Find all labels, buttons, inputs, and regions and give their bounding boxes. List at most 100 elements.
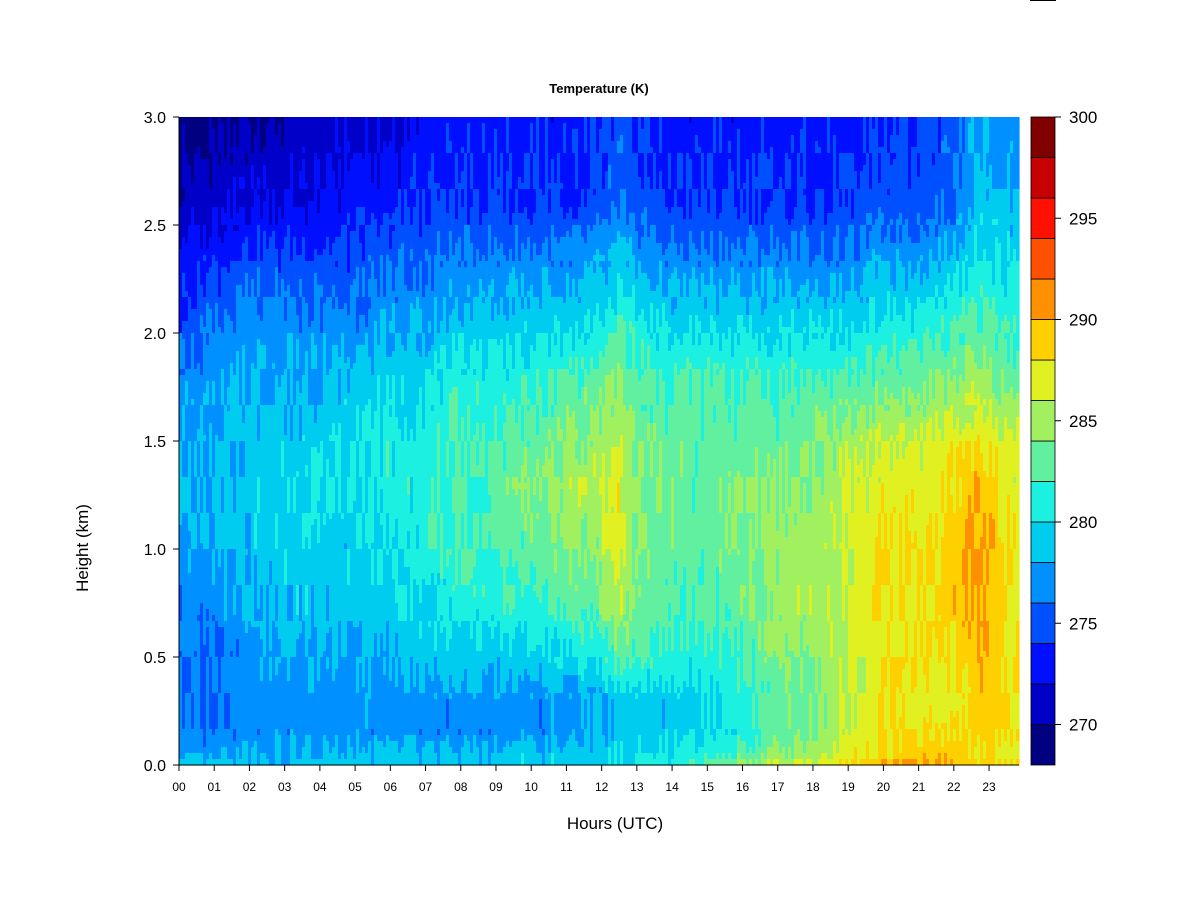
heatmap-cell xyxy=(683,159,687,166)
heatmap-cell xyxy=(632,135,636,142)
heatmap-cell xyxy=(764,147,768,154)
heatmap-cell xyxy=(350,123,354,130)
heatmap-cell xyxy=(743,147,747,154)
heatmap-cell xyxy=(254,141,258,148)
heatmap-cell xyxy=(716,129,720,136)
heatmap-cell xyxy=(722,141,726,148)
heatmap-cell xyxy=(380,123,384,130)
heatmap-cell xyxy=(779,123,783,130)
heatmap-cell xyxy=(377,117,381,124)
heatmap-cell xyxy=(431,117,435,124)
heatmap-cell xyxy=(446,123,450,130)
heatmap-cell xyxy=(869,117,873,124)
heatmap-cell xyxy=(869,141,873,148)
heatmap-cell xyxy=(500,135,504,142)
heatmap-cell xyxy=(188,117,192,124)
heatmap-cell xyxy=(452,159,456,166)
heatmap-cell xyxy=(206,153,210,160)
heatmap-cell xyxy=(671,129,675,136)
heatmap-cell xyxy=(977,123,981,130)
heatmap-cell xyxy=(308,135,312,142)
heatmap-cell xyxy=(740,159,744,166)
heatmap-cell xyxy=(548,147,552,154)
heatmap-cell xyxy=(470,153,474,160)
heatmap-cell xyxy=(434,123,438,130)
heatmap-cell xyxy=(413,153,417,160)
heatmap-cell xyxy=(509,141,513,148)
heatmap-cell xyxy=(347,117,351,124)
heatmap-cell xyxy=(599,141,603,148)
heatmap-cell xyxy=(926,147,930,154)
heatmap-cell xyxy=(884,159,888,166)
heatmap-cell xyxy=(305,147,309,154)
heatmap-cell xyxy=(566,129,570,136)
heatmap-cell xyxy=(488,117,492,124)
heatmap-cell xyxy=(896,159,900,166)
heatmap-cell xyxy=(818,117,822,124)
heatmap-cell xyxy=(788,117,792,124)
heatmap-cell xyxy=(794,135,798,142)
heatmap-cell xyxy=(359,135,363,142)
heatmap-cell xyxy=(470,141,474,148)
heatmap-cell xyxy=(848,129,852,136)
heatmap-cell xyxy=(662,159,666,166)
heatmap-cell xyxy=(983,129,987,136)
heatmap-cell xyxy=(833,159,837,166)
heatmap-cell xyxy=(419,147,423,154)
heatmap-cell xyxy=(977,153,981,160)
heatmap-cell xyxy=(593,141,597,148)
heatmap-cell xyxy=(596,123,600,130)
heatmap-cell xyxy=(773,147,777,154)
heatmap-cell xyxy=(473,135,477,142)
heatmap-cell xyxy=(803,147,807,154)
heatmap-cell xyxy=(260,117,264,124)
heatmap-cell xyxy=(320,147,324,154)
heatmap-cell xyxy=(644,141,648,148)
heatmap-cell xyxy=(344,117,348,124)
heatmap-cell xyxy=(263,135,267,142)
heatmap-cell xyxy=(851,135,855,142)
heatmap-cell xyxy=(380,117,384,124)
heatmap-cell xyxy=(785,141,789,148)
heatmap-cell xyxy=(593,159,597,166)
heatmap-cell xyxy=(761,129,765,136)
heatmap-cell xyxy=(605,153,609,160)
heatmap-cell xyxy=(872,159,876,166)
heatmap-cell xyxy=(833,129,837,136)
heatmap-cell xyxy=(653,123,657,130)
heatmap-cell xyxy=(653,141,657,148)
heatmap-cell xyxy=(269,153,273,160)
heatmap-cell xyxy=(251,123,255,130)
heatmap-cell xyxy=(608,117,612,124)
heatmap-cell xyxy=(557,147,561,154)
heatmap-cell xyxy=(464,153,468,160)
heatmap-cell xyxy=(668,129,672,136)
heatmap-cell xyxy=(569,141,573,148)
heatmap-cell xyxy=(965,135,969,142)
heatmap-cell xyxy=(494,159,498,166)
heatmap-cell xyxy=(866,135,870,142)
heatmap-cell xyxy=(440,153,444,160)
heatmap-cell xyxy=(899,159,903,166)
heatmap-cell xyxy=(698,135,702,142)
heatmap-cell xyxy=(332,141,336,148)
heatmap-cell xyxy=(482,141,486,148)
heatmap-cell xyxy=(605,117,609,124)
heatmap-cell xyxy=(290,159,294,166)
heatmap-cell xyxy=(761,153,765,160)
heatmap-cell xyxy=(920,129,924,136)
heatmap-cell xyxy=(368,159,372,166)
heatmap-cell xyxy=(647,129,651,136)
heatmap-cell xyxy=(530,153,534,160)
heatmap-cell xyxy=(347,159,351,166)
heatmap-cell xyxy=(416,159,420,166)
heatmap-cell xyxy=(755,117,759,124)
heatmap-cell xyxy=(857,159,861,166)
heatmap-cell xyxy=(233,141,237,148)
heatmap-cell xyxy=(359,153,363,160)
heatmap-cell xyxy=(494,153,498,160)
heatmap-cell xyxy=(395,153,399,160)
heatmap-cell xyxy=(248,129,252,136)
heatmap-cell xyxy=(818,129,822,136)
heatmap-cell xyxy=(836,135,840,142)
